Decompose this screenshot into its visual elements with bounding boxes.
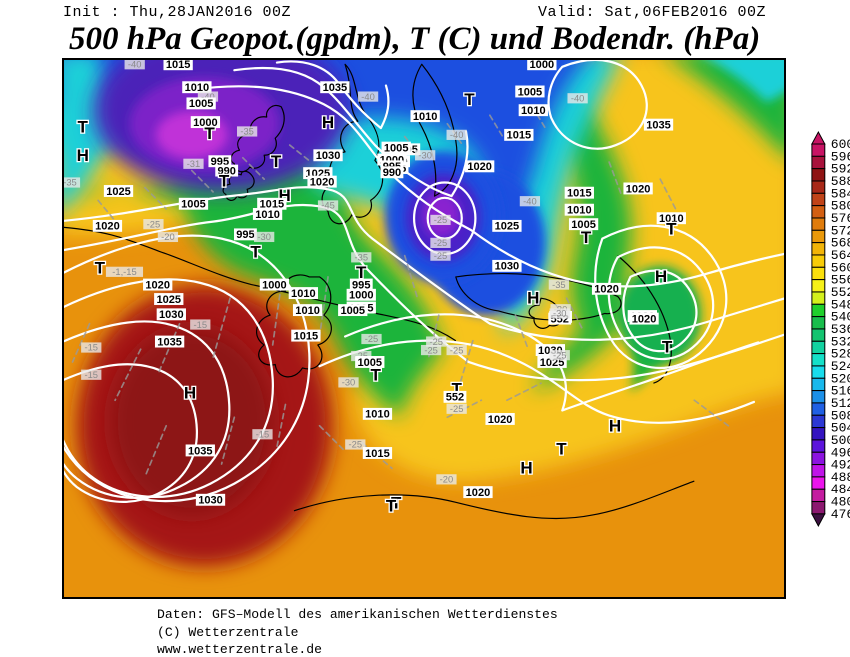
svg-text:-30: -30 <box>553 309 567 319</box>
svg-text:T: T <box>356 263 367 282</box>
svg-text:1035: 1035 <box>323 82 348 94</box>
svg-text:-1,-15: -1,-15 <box>112 267 136 277</box>
svg-text:-30: -30 <box>257 232 271 242</box>
svg-text:1025: 1025 <box>106 186 131 198</box>
svg-text:-25: -25 <box>434 251 448 261</box>
svg-text:T: T <box>271 152 282 171</box>
svg-text:1000: 1000 <box>262 279 287 291</box>
svg-text:1030: 1030 <box>198 495 223 507</box>
svg-text:1020: 1020 <box>488 414 513 426</box>
svg-text:1010: 1010 <box>255 209 280 221</box>
svg-text:1010: 1010 <box>567 205 592 217</box>
svg-text:H: H <box>609 417 621 436</box>
svg-text:-40: -40 <box>128 60 142 69</box>
svg-text:-40: -40 <box>523 196 537 206</box>
svg-text:1030: 1030 <box>159 309 184 321</box>
svg-text:-35: -35 <box>240 127 254 137</box>
svg-text:H: H <box>655 267 667 286</box>
svg-text:1020: 1020 <box>145 279 170 291</box>
svg-text:1005: 1005 <box>384 142 409 154</box>
svg-text:-25: -25 <box>365 334 379 344</box>
svg-text:1005: 1005 <box>189 98 214 110</box>
svg-text:1020: 1020 <box>632 313 657 325</box>
svg-text:995: 995 <box>236 229 254 241</box>
svg-text:-25: -25 <box>450 404 464 414</box>
svg-text:1020: 1020 <box>466 487 491 499</box>
svg-text:1005: 1005 <box>340 305 365 317</box>
svg-text:-15: -15 <box>84 343 98 353</box>
svg-text:1020: 1020 <box>594 284 619 296</box>
svg-text:-20: -20 <box>440 475 454 485</box>
svg-text:1000: 1000 <box>349 290 374 302</box>
svg-text:1005: 1005 <box>518 86 543 98</box>
svg-text:1035: 1035 <box>646 119 671 131</box>
svg-text:T: T <box>95 259 106 278</box>
svg-text:1020: 1020 <box>310 176 335 188</box>
svg-text:T: T <box>371 366 382 385</box>
svg-text:552: 552 <box>446 392 464 404</box>
svg-text:-15: -15 <box>256 430 270 440</box>
svg-text:1020: 1020 <box>626 183 651 195</box>
svg-text:1015: 1015 <box>507 130 532 142</box>
svg-text:1010: 1010 <box>413 111 438 123</box>
svg-text:-40: -40 <box>450 130 464 140</box>
svg-text:1030: 1030 <box>316 150 341 162</box>
svg-text:1010: 1010 <box>295 305 320 317</box>
svg-text:-15: -15 <box>194 320 208 330</box>
svg-text:T: T <box>204 124 215 143</box>
svg-text:-25: -25 <box>553 350 567 360</box>
svg-text:1010: 1010 <box>365 409 390 421</box>
svg-text:-40: -40 <box>571 94 585 104</box>
svg-text:-20: -20 <box>161 232 175 242</box>
svg-text:T: T <box>581 228 592 247</box>
svg-text:-35: -35 <box>64 178 77 188</box>
svg-text:1020: 1020 <box>95 221 120 233</box>
svg-text:1015: 1015 <box>166 60 191 71</box>
svg-text:-45: -45 <box>321 201 335 211</box>
svg-text:-25: -25 <box>349 440 363 450</box>
svg-text:-25: -25 <box>450 345 464 355</box>
svg-text:-15: -15 <box>84 370 98 380</box>
svg-text:-25: -25 <box>434 238 448 248</box>
svg-text:T: T <box>556 440 567 459</box>
svg-text:1030: 1030 <box>495 261 520 273</box>
svg-text:1000: 1000 <box>530 60 555 71</box>
svg-text:H: H <box>184 384 196 403</box>
svg-text:1015: 1015 <box>567 188 592 200</box>
svg-text:1015: 1015 <box>365 448 390 460</box>
svg-text:1015: 1015 <box>294 330 319 342</box>
svg-text:T: T <box>219 172 230 191</box>
svg-text:-35: -35 <box>552 280 566 290</box>
svg-text:-25: -25 <box>424 345 438 355</box>
svg-text:H: H <box>520 458 532 477</box>
svg-text:H: H <box>77 146 89 165</box>
svg-text:1035: 1035 <box>188 445 213 457</box>
svg-text:T: T <box>78 117 89 136</box>
svg-text:990: 990 <box>383 167 401 179</box>
svg-text:T: T <box>386 497 397 516</box>
svg-text:1010: 1010 <box>521 105 546 117</box>
svg-text:1035: 1035 <box>157 336 182 348</box>
svg-text:T: T <box>250 242 261 261</box>
svg-text:T: T <box>464 90 475 109</box>
svg-text:H: H <box>527 288 539 307</box>
svg-text:1005: 1005 <box>181 199 206 211</box>
svg-text:1010: 1010 <box>291 288 316 300</box>
svg-text:-30: -30 <box>342 378 356 388</box>
svg-text:T: T <box>662 338 673 357</box>
svg-text:1020: 1020 <box>467 161 492 173</box>
svg-text:H: H <box>322 113 334 132</box>
svg-text:-25: -25 <box>147 219 161 229</box>
svg-text:T: T <box>666 219 677 238</box>
svg-text:-30: -30 <box>418 151 432 161</box>
svg-text:-40: -40 <box>361 92 375 102</box>
svg-text:1025: 1025 <box>156 294 181 306</box>
svg-text:-25: -25 <box>434 215 448 225</box>
svg-text:-35: -35 <box>354 253 368 263</box>
svg-text:476: 476 <box>831 507 850 522</box>
svg-text:1025: 1025 <box>495 221 520 233</box>
svg-text:-31: -31 <box>187 159 201 169</box>
